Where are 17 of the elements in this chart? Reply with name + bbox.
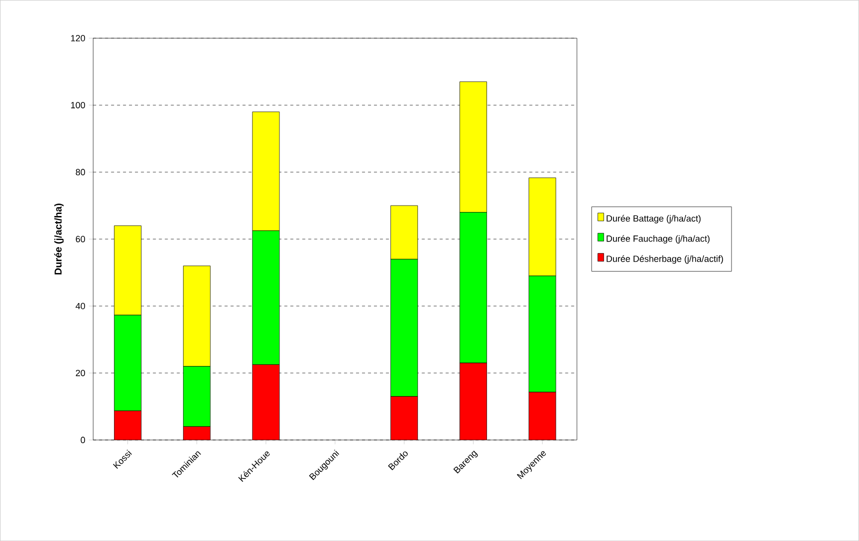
- bar: [252, 364, 280, 440]
- y-tick-label: 60: [76, 236, 86, 242]
- legend-label: Durée Fauchage (j/ha/act): [606, 235, 710, 244]
- y-tick-label: 80: [76, 168, 86, 176]
- bar: [528, 392, 556, 440]
- y-tick-label: 0: [80, 436, 86, 444]
- bar: [183, 426, 210, 440]
- y-tick-label: 40: [76, 302, 86, 310]
- legend-label: Durée Désherbage (j/ha/actif): [606, 255, 723, 264]
- y-axis-title: Durée (j/act/ha): [54, 204, 64, 274]
- y-tick-label: 100: [71, 102, 86, 108]
- bar: [460, 362, 487, 440]
- legend-label: Durée Battage (j/ha/act): [606, 214, 701, 224]
- bar: [114, 410, 142, 440]
- y-tick-label: 120: [71, 34, 86, 42]
- bar: [390, 396, 418, 440]
- y-tick-label: 20: [76, 370, 86, 376]
